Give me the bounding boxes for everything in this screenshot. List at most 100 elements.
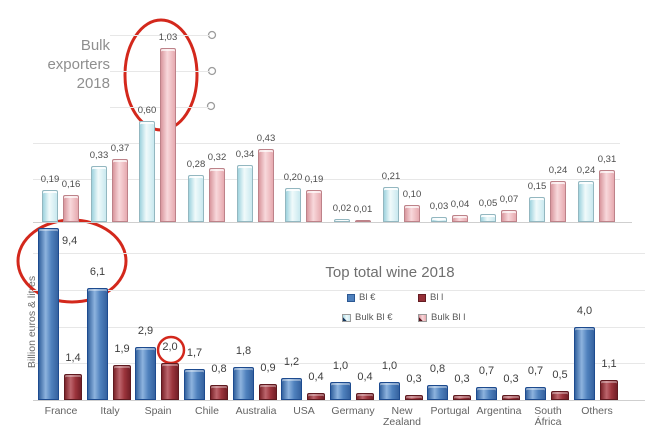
total-ltr-bar [405,394,423,400]
category-label: Portugal [430,405,470,417]
category-label: Others [581,405,613,417]
bulk-ltr-value-label: 0,16 [61,178,81,190]
category-label: Italy [100,405,120,417]
category-label: Chile [195,405,219,417]
bulk-eur-bar [139,120,155,222]
total-eur-bar [379,381,400,400]
total-ltr-value-label: 0,4 [308,370,324,383]
bulk-eur-bar [285,188,301,222]
total-ltr-bar [453,394,471,400]
total-gridline [33,290,645,291]
total-eur-bar [427,385,448,400]
total-eur-value-label: 9,4 [62,234,78,247]
total-eur-value-label: 0,7 [478,365,495,378]
total-eur-bar [38,227,59,400]
legend-marker-bulk-bl-eur-icon [342,313,351,322]
bulk-eur-value-label: 0,21 [381,170,401,182]
total-eur-bar [330,381,351,400]
total-eur-value-label: 1,7 [186,346,203,359]
bulk-ltr-bar [112,159,128,222]
total-eur-value-label: 4,0 [576,304,593,317]
bulk-ltr-value-label: 0,10 [402,189,422,201]
total-ltr-bar [210,385,228,400]
total-ltr-value-label: 0,3 [406,372,422,385]
legend-marker-bl-eur-icon [347,293,355,302]
bulk-x-axis [33,222,632,223]
total-ltr-value-label: 0,3 [503,372,519,385]
total-eur-bar [184,368,205,400]
total-ltr-bar [64,374,82,400]
total-ltr-bar [161,363,179,400]
total-ltr-value-label: 0,9 [260,361,276,374]
total-eur-bar [281,378,302,400]
bulk-eur-value-label: 0,03 [429,200,449,212]
bulk-gridline [110,35,209,36]
bulk-ltr-value-label: 0,43 [256,133,276,145]
total-eur-bar [87,288,108,400]
total-eur-value-label: 0,8 [429,363,446,376]
bulk-eur-value-label: 0,34 [235,148,255,160]
bulk-eur-bar [237,164,253,222]
bulk-gridline [110,71,209,72]
total-eur-bar [574,326,595,400]
category-label: Germany [331,405,375,417]
bulk-ltr-value-label: 0,07 [499,194,519,206]
bulk-eur-bar [334,218,350,222]
legend-label-bl-ltr: Bl l [430,292,444,303]
bulk-eur-bar [188,174,204,222]
bulk-ltr-bar [355,220,371,223]
legend-item-bulk-bl-eur: Bulk Bl € [342,312,393,323]
total-ltr-value-label: 2,0 [162,341,178,354]
total-ltr-bar [356,392,374,400]
total-ltr-value-label: 0,4 [357,370,373,383]
legend-label-bl-eur: Bl € [359,292,376,303]
bulk-eur-value-label: 0,33 [89,150,109,162]
total-ltr-value-label: 0,5 [552,368,568,381]
bulk-eur-bar [383,186,399,222]
bulk-ltr-value-label: 0,04 [450,199,470,211]
total-gridline [33,327,645,328]
bulk-ltr-bar [599,169,615,222]
category-label: Spain [144,405,172,417]
total-eur-value-label: 6,1 [89,266,106,279]
total-ltr-value-label: 0,8 [211,363,227,376]
total-eur-value-label: 0,7 [527,365,544,378]
bulk-ltr-bar [63,194,79,222]
total-eur-value-label: 1,0 [332,359,349,372]
total-ltr-bar [551,390,569,400]
legend-marker-bulk-bl-ltr-icon [418,313,427,322]
total-ltr-bar [600,379,618,400]
bulk-title-line-1: Bulk [80,37,110,54]
bulk-ltr-value-label: 0,32 [207,151,227,163]
total-x-axis [33,400,645,401]
total-eur-bar [135,346,156,400]
legend-label-bulk-bl-ltr: Bulk Bl l [431,312,466,323]
total-eur-value-label: 2,9 [137,324,154,337]
bulk-eur-value-label: 0,60 [137,104,157,116]
legend-item-bl-eur: Bl € [347,292,375,303]
handle-circle-icon [207,30,217,40]
bulk-eur-value-label: 0,24 [576,165,596,177]
bulk-ltr-bar [501,210,517,222]
bulk-eur-value-label: 0,02 [332,202,352,214]
total-ltr-value-label: 1,4 [65,352,81,365]
total-eur-value-label: 1,8 [235,345,252,358]
total-ltr-value-label: 0,3 [454,372,470,385]
category-label: Australia [235,405,277,417]
bulk-eur-bar [529,196,545,222]
bulk-chart-title: Bulk exporters 2018 [20,36,110,93]
bulk-gridline [110,107,209,108]
bulk-ltr-value-label: 0,01 [353,204,373,216]
bulk-gridline [33,179,620,180]
total-ltr-value-label: 1,1 [601,357,617,370]
bulk-ltr-bar [160,47,176,222]
handle-circle-icon [206,101,216,111]
bulk-ltr-value-label: 0,37 [110,143,130,155]
total-eur-bar [476,387,497,400]
bulk-eur-value-label: 0,15 [527,180,547,192]
category-label: France [44,405,78,417]
total-ltr-bar [259,383,277,400]
bulk-gridline [33,143,620,144]
legend-label-bulk-bl-eur: Bulk Bl € [355,312,393,323]
